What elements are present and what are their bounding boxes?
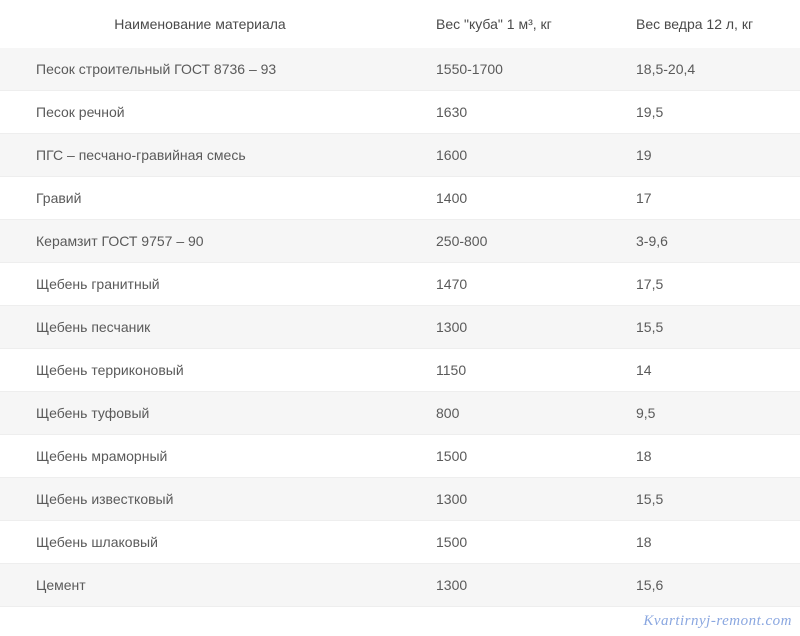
table-row: Песок строительный ГОСТ 8736 – 931550-17…: [0, 48, 800, 91]
cell-cube: 1400: [400, 177, 600, 220]
table-row: Щебень шлаковый150018: [0, 521, 800, 564]
table-row: Щебень гранитный147017,5: [0, 263, 800, 306]
cell-cube: 1150: [400, 349, 600, 392]
cell-bucket: 18,5-20,4: [600, 48, 800, 91]
table-header-row: Наименование материала Вес "куба" 1 м³, …: [0, 0, 800, 48]
table-row: ПГС – песчано-гравийная смесь160019: [0, 134, 800, 177]
table-row: Щебень известковый130015,5: [0, 478, 800, 521]
cell-cube: 250-800: [400, 220, 600, 263]
table-row: Песок речной163019,5: [0, 91, 800, 134]
cell-cube: 1600: [400, 134, 600, 177]
table-body: Песок строительный ГОСТ 8736 – 931550-17…: [0, 48, 800, 607]
table-row: Керамзит ГОСТ 9757 – 90250-8003-9,6: [0, 220, 800, 263]
cell-bucket: 18: [600, 521, 800, 564]
cell-bucket: 15,5: [600, 478, 800, 521]
cell-bucket: 15,5: [600, 306, 800, 349]
table-row: Щебень песчаник130015,5: [0, 306, 800, 349]
watermark-text: Kvartirnyj-remont.com: [643, 613, 792, 630]
cell-bucket: 19: [600, 134, 800, 177]
cell-cube: 1500: [400, 521, 600, 564]
col-header-cube: Вес "куба" 1 м³, кг: [400, 0, 600, 48]
cell-cube: 1470: [400, 263, 600, 306]
table-row: Щебень мраморный150018: [0, 435, 800, 478]
cell-cube: 1550-1700: [400, 48, 600, 91]
cell-cube: 1300: [400, 564, 600, 607]
cell-material: Щебень гранитный: [0, 263, 400, 306]
cell-bucket: 3-9,6: [600, 220, 800, 263]
materials-table: Наименование материала Вес "куба" 1 м³, …: [0, 0, 800, 607]
col-header-bucket: Вес ведра 12 л, кг: [600, 0, 800, 48]
cell-bucket: 17: [600, 177, 800, 220]
table-row: Щебень туфовый8009,5: [0, 392, 800, 435]
table-row: Цемент130015,6: [0, 564, 800, 607]
cell-cube: 800: [400, 392, 600, 435]
cell-bucket: 14: [600, 349, 800, 392]
col-header-material: Наименование материала: [0, 0, 400, 48]
cell-material: Керамзит ГОСТ 9757 – 90: [0, 220, 400, 263]
cell-material: ПГС – песчано-гравийная смесь: [0, 134, 400, 177]
cell-material: Щебень туфовый: [0, 392, 400, 435]
cell-material: Песок речной: [0, 91, 400, 134]
cell-material: Щебень песчаник: [0, 306, 400, 349]
table-row: Гравий140017: [0, 177, 800, 220]
cell-bucket: 15,6: [600, 564, 800, 607]
table-row: Щебень терриконовый115014: [0, 349, 800, 392]
cell-cube: 1300: [400, 306, 600, 349]
cell-bucket: 17,5: [600, 263, 800, 306]
cell-cube: 1500: [400, 435, 600, 478]
cell-bucket: 19,5: [600, 91, 800, 134]
cell-bucket: 18: [600, 435, 800, 478]
cell-bucket: 9,5: [600, 392, 800, 435]
cell-cube: 1630: [400, 91, 600, 134]
cell-material: Цемент: [0, 564, 400, 607]
cell-material: Щебень мраморный: [0, 435, 400, 478]
cell-material: Песок строительный ГОСТ 8736 – 93: [0, 48, 400, 91]
cell-material: Щебень терриконовый: [0, 349, 400, 392]
cell-material: Щебень известковый: [0, 478, 400, 521]
cell-cube: 1300: [400, 478, 600, 521]
cell-material: Щебень шлаковый: [0, 521, 400, 564]
cell-material: Гравий: [0, 177, 400, 220]
